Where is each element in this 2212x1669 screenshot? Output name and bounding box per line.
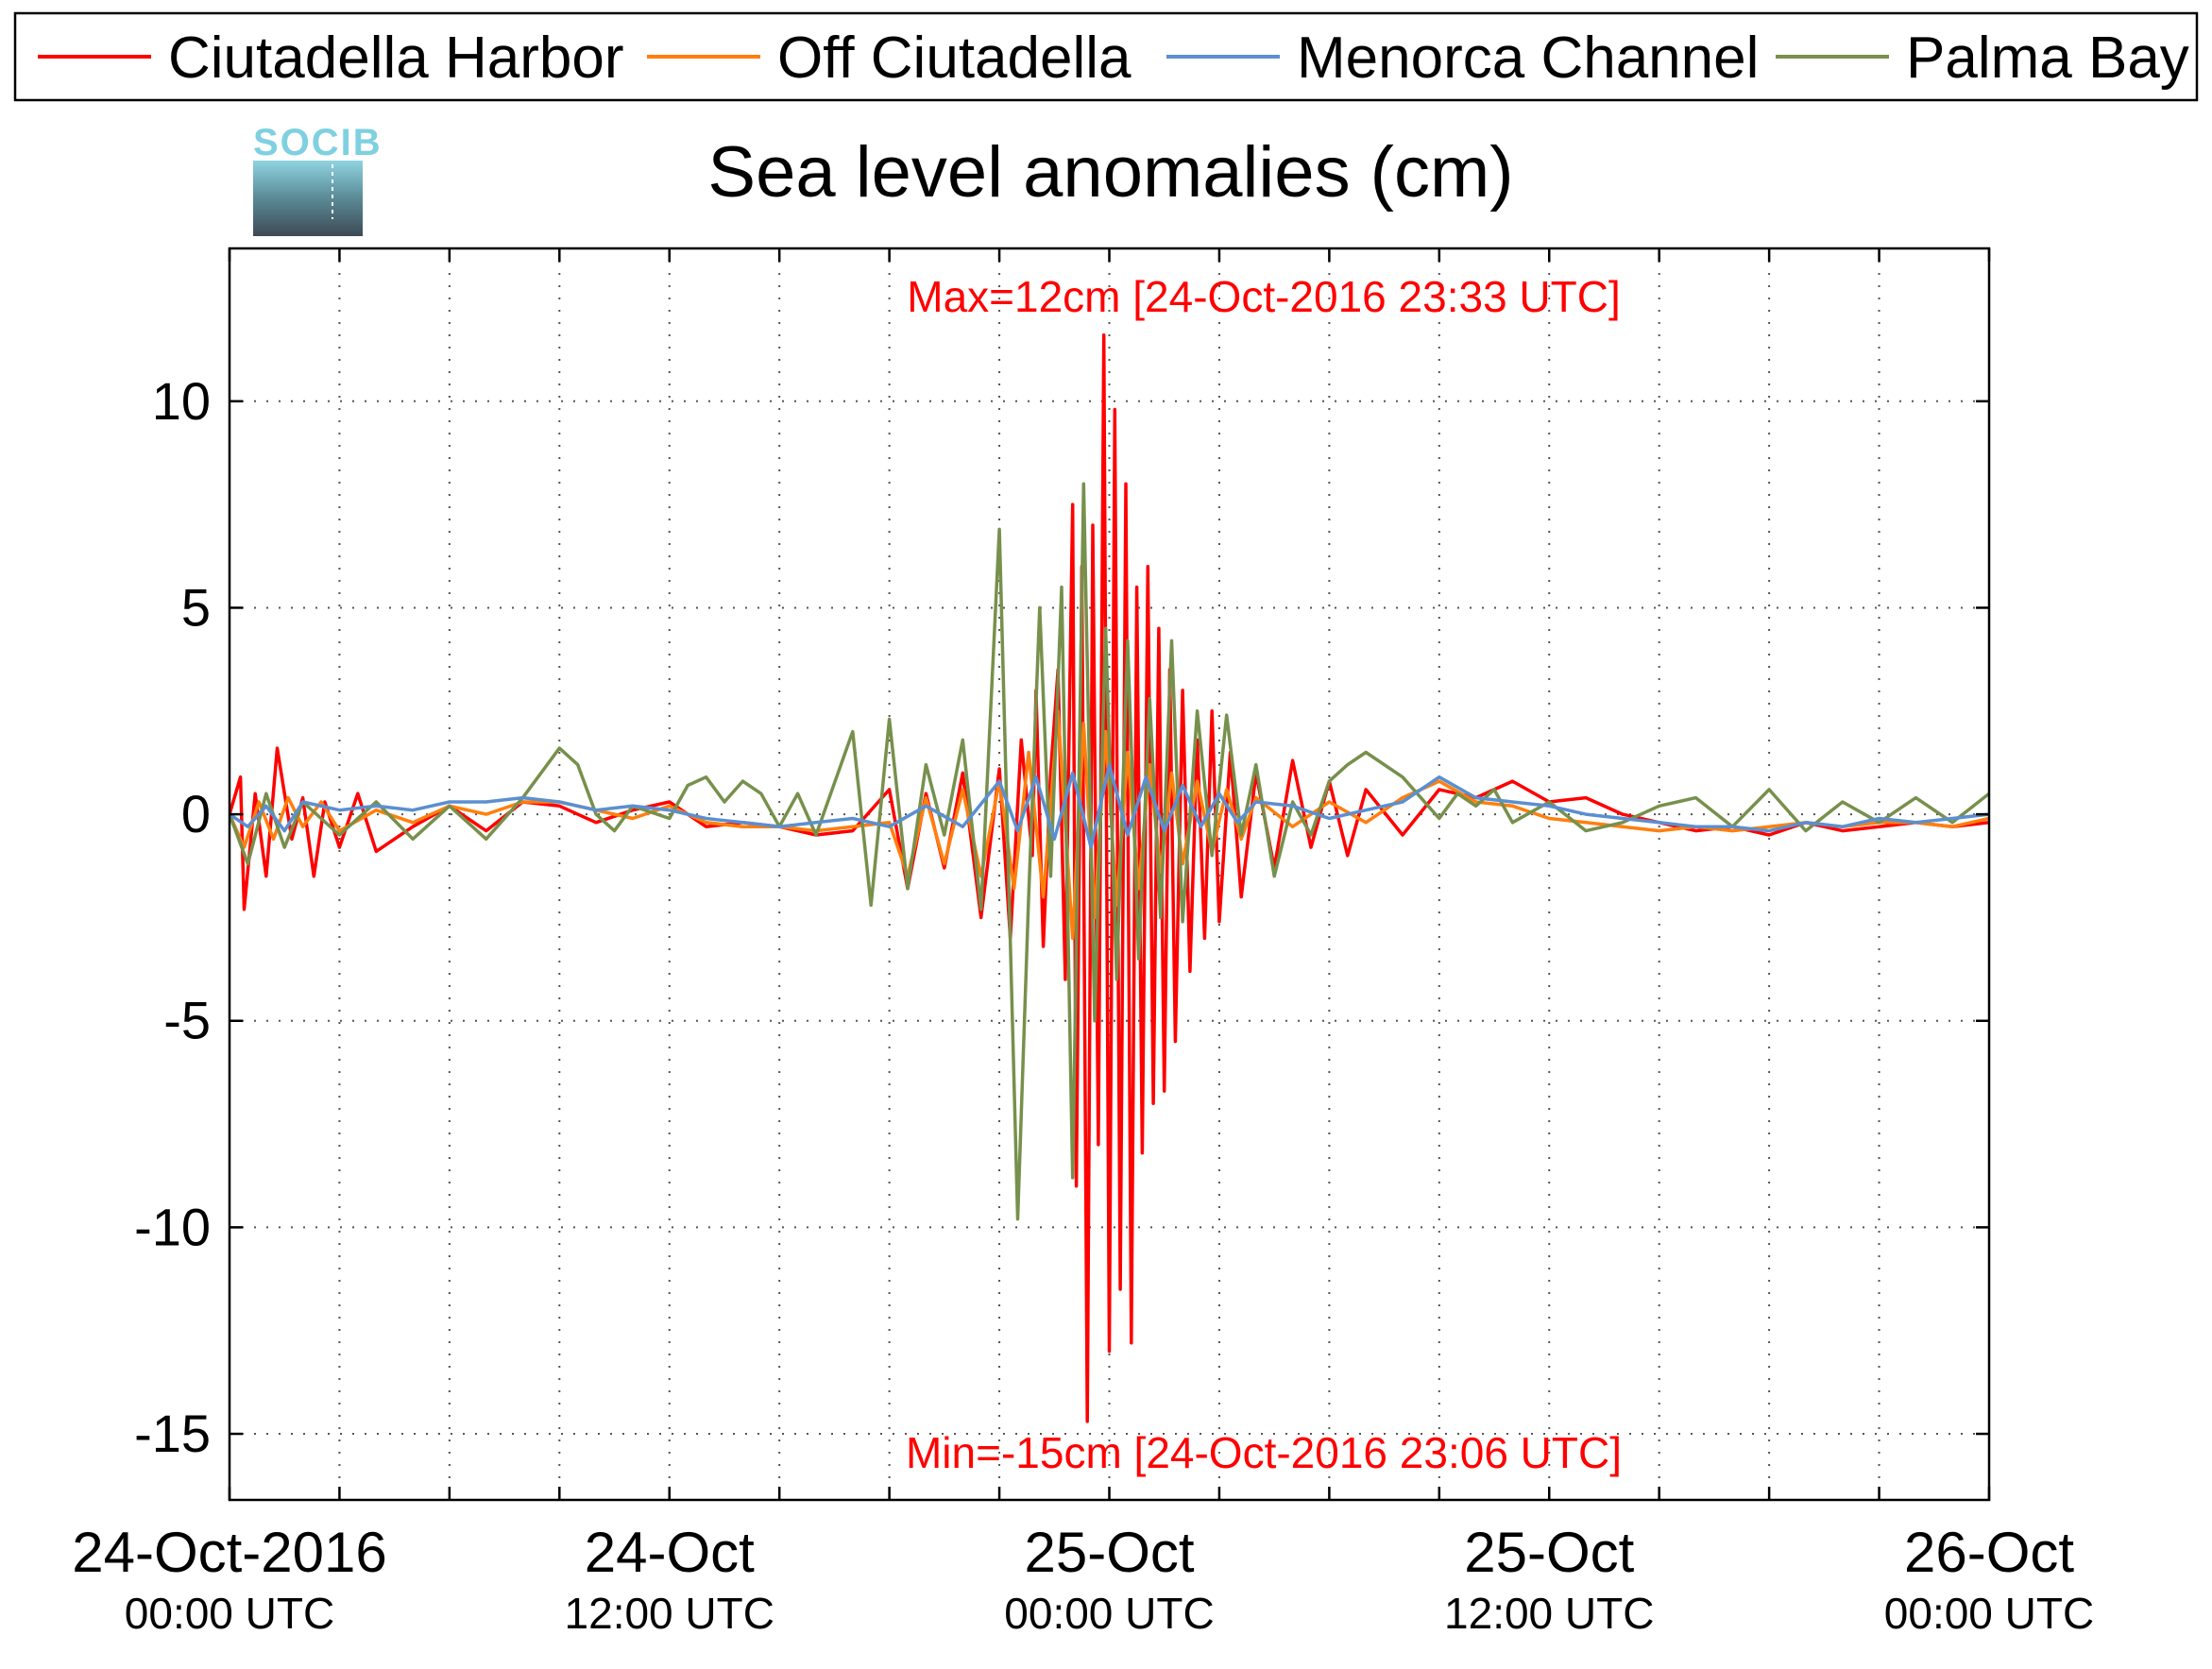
chart-title: Sea level anomalies (cm)	[707, 132, 1513, 213]
y-tick-label: -15	[134, 1404, 211, 1463]
y-tick-label: -10	[134, 1197, 211, 1256]
x-tick-label: 25-Oct	[1024, 1521, 1194, 1584]
x-tick-sublabel: 12:00 UTC	[1444, 1589, 1654, 1638]
legend-label: Menorca Channel	[1297, 26, 1759, 91]
socib-logo: SOCIB	[253, 122, 383, 236]
x-tick-sublabel: 00:00 UTC	[1004, 1589, 1214, 1638]
x-tick-label: 24-Oct	[585, 1521, 755, 1584]
series-line-palma-bay	[230, 482, 1989, 1221]
y-tick-label: 10	[152, 371, 211, 431]
legend-label: Palma Bay	[1906, 26, 2189, 91]
max-annotation: Max=12cm [24-Oct-2016 23:33 UTC]	[907, 272, 1621, 321]
logo-wordmark: SOCIB	[253, 122, 383, 163]
y-tick-label: 5	[181, 577, 211, 637]
x-tick-label: 25-Oct	[1464, 1521, 1634, 1584]
x-tick-sublabel: 00:00 UTC	[1884, 1589, 2094, 1638]
legend-label: Off Ciutadella	[777, 26, 1132, 91]
x-tick-label: 24-Oct-2016	[72, 1521, 387, 1584]
x-tick-sublabel: 12:00 UTC	[565, 1589, 774, 1638]
series-group	[230, 333, 1989, 1423]
y-tick-label: 0	[181, 784, 211, 843]
x-tick-label: 26-Oct	[1904, 1521, 2074, 1584]
series-line-menorca-channel	[230, 762, 1989, 849]
axis-ticks: -15 -10 -5 0 5 10 24-Oct-2016 00:00 UTC 24-Oct 12…	[72, 248, 2094, 1638]
min-annotation: Min=-15cm [24-Oct-2016 23:06 UTC]	[906, 1428, 1622, 1477]
legend: Ciutadella Harbor Off Ciutadella Menorca C…	[13, 11, 2199, 102]
legend-label: Ciutadella Harbor	[168, 26, 623, 91]
y-tick-label: -5	[163, 991, 211, 1050]
x-tick-sublabel: 00:00 UTC	[125, 1589, 334, 1638]
